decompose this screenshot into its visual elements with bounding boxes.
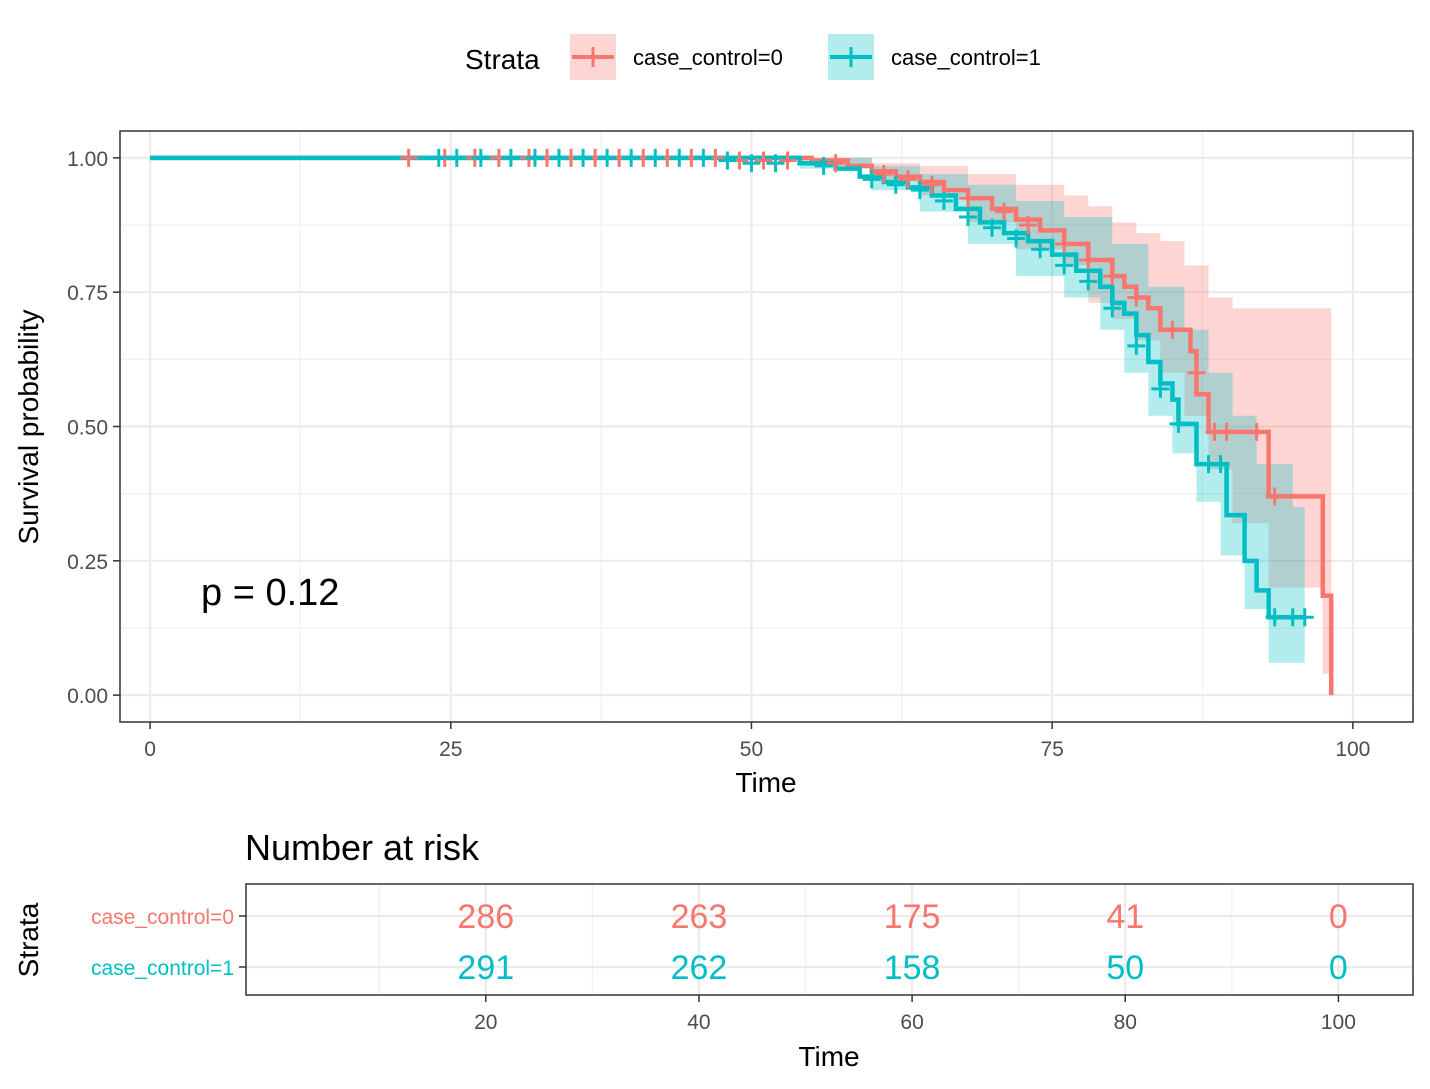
x-tick-label: 75 [1040,738,1063,761]
risk-x-tick-label: 100 [1321,1011,1356,1034]
censor-mark [501,148,520,167]
censor-mark [1103,267,1122,286]
p-value-annotation: p = 0.12 [201,572,339,614]
risk-row-label: case_control=1 [91,957,234,980]
risk-table-border [245,883,1414,996]
censor-mark [1265,608,1284,627]
risk-x-tick-label: 20 [474,1011,497,1034]
risk-count-value: 41 [1106,898,1144,936]
censor-mark [1217,422,1236,441]
censor-mark [1007,229,1026,248]
risk-table-panel [246,884,1413,995]
censor-mark [1163,320,1182,339]
censor-mark [447,148,466,167]
risk-row-label: case_control=0 [91,906,234,929]
risk-table-title: Number at risk [245,827,480,868]
censor-mark [1103,299,1122,318]
censor-mark [886,175,905,194]
censor-mark [1019,216,1038,235]
x-tick-label: 25 [439,738,462,761]
legend-label-0: case_control=0 [633,45,783,70]
censor-mark [646,148,665,167]
y-tick-label: 0.00 [67,685,108,708]
censor-mark [958,207,977,226]
risk-x-tick-label: 80 [1114,1011,1137,1034]
censor-mark [1265,487,1284,506]
risk-count-value: 291 [457,949,514,987]
censor-mark [983,218,1002,237]
censor-mark [934,191,953,210]
y-tick-label: 1.00 [67,148,108,171]
censor-mark [910,181,929,200]
censor-mark [399,148,418,167]
censor-mark [1187,363,1206,382]
main-plot-axes: 0 25 50 75 100 0.00 0.25 0.50 0.75 1.00 [67,148,1370,761]
censor-mark [1055,256,1074,275]
censor-mark [471,148,490,167]
censor-mark [574,148,593,167]
censor-mark [814,156,833,175]
censor-mark [1247,422,1266,441]
censor-mark [1169,414,1188,433]
legend-title: Strata [465,44,540,75]
censor-mark [995,202,1014,221]
censor-mark [754,151,773,170]
censor-mark [429,148,448,167]
censor-marks [399,148,1314,627]
main-y-axis-title: Survival probability [13,310,44,545]
censor-mark [1151,379,1170,398]
risk-count-value: 0 [1329,898,1348,936]
x-tick-label: 100 [1335,738,1370,761]
censor-mark [898,170,917,189]
censor-mark [1127,288,1146,307]
risk-table-values: 286 263 175 41 0 291 262 158 50 0 [457,898,1347,987]
survival-curve-0 [150,155,1334,696]
censor-mark [670,148,689,167]
risk-count-value: 262 [671,949,728,987]
censor-mark [958,189,977,208]
risk-count-value: 175 [884,898,941,936]
risk-y-axis-title: Strata [13,902,44,977]
x-tick-label: 0 [144,738,156,761]
risk-count-value: 286 [457,898,514,936]
legend-label-1: case_control=1 [891,45,1041,70]
censor-mark [1079,272,1098,291]
censor-mark [1079,250,1098,269]
censor-mark [525,148,544,167]
censor-mark [598,148,617,167]
risk-table-grid [246,884,1413,995]
legend: Strata case_control=0 case_control=1 [465,34,1041,80]
censor-mark [622,148,641,167]
censor-mark [742,154,761,173]
risk-x-axis-title: Time [798,1041,859,1072]
risk-x-tick-label: 40 [687,1011,710,1034]
censor-mark [1055,234,1074,253]
censor-mark [766,154,785,173]
censor-mark [718,151,737,170]
censor-mark [550,148,569,167]
censor-mark [694,148,713,167]
risk-count-value: 0 [1329,949,1348,987]
risk-count-value: 263 [671,898,728,936]
risk-count-value: 50 [1106,949,1144,987]
censor-mark [1127,336,1146,355]
censor-mark [1211,455,1230,474]
censor-mark [826,154,845,173]
censor-mark [922,175,941,194]
risk-x-tick-label: 60 [900,1011,923,1034]
x-tick-label: 50 [740,738,763,761]
main-x-axis-title: Time [735,767,796,798]
censor-mark [1031,240,1050,259]
risk-count-value: 158 [884,949,941,987]
y-tick-label: 0.50 [67,417,108,440]
y-tick-label: 0.25 [67,551,108,574]
y-tick-label: 0.75 [67,282,108,305]
risk-table-axes: 20 40 60 80 100 case_control=0 case_control=1 [91,906,1356,1034]
censor-mark [874,164,893,183]
censor-mark [1295,608,1314,627]
censor-mark [778,151,797,170]
censor-mark [862,170,881,189]
